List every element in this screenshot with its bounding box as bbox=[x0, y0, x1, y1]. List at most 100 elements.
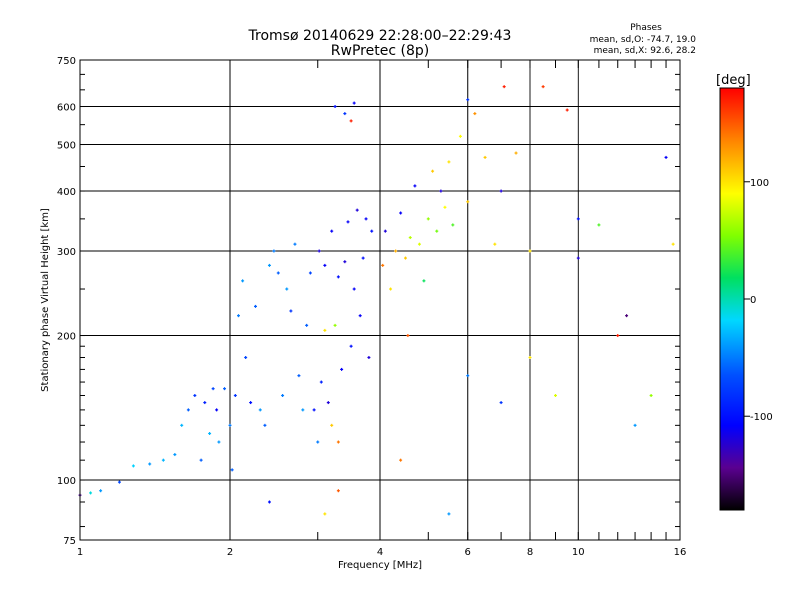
colorbar-title: [deg] bbox=[716, 73, 751, 88]
data-point bbox=[228, 423, 232, 427]
data-point bbox=[276, 271, 280, 275]
data-point bbox=[326, 401, 330, 405]
data-point bbox=[514, 151, 518, 155]
data-point bbox=[263, 423, 267, 427]
data-point bbox=[458, 134, 462, 138]
data-point bbox=[541, 85, 545, 89]
data-point bbox=[319, 380, 323, 384]
data-point bbox=[117, 480, 121, 484]
x-tick-label: 16 bbox=[674, 547, 687, 558]
data-point bbox=[394, 249, 398, 253]
y-tick-label: 100 bbox=[57, 476, 76, 487]
stats-heading: Phases bbox=[630, 23, 662, 33]
x-tick-label: 8 bbox=[527, 547, 533, 558]
data-point bbox=[323, 328, 327, 332]
data-point bbox=[352, 287, 356, 291]
data-point bbox=[352, 101, 356, 105]
data-point bbox=[199, 458, 203, 462]
data-point bbox=[473, 112, 477, 116]
data-point bbox=[297, 374, 301, 378]
data-point bbox=[358, 314, 362, 318]
data-point bbox=[451, 223, 455, 227]
data-point bbox=[333, 105, 337, 109]
data-point bbox=[565, 108, 569, 112]
colorbar-tick-label: -100 bbox=[750, 412, 773, 423]
data-point bbox=[249, 401, 253, 405]
plot-area bbox=[78, 59, 681, 541]
stats-line-x: mean, sd,X: 92.6, 28.2 bbox=[594, 46, 696, 56]
data-point bbox=[99, 489, 103, 493]
data-point bbox=[186, 408, 190, 412]
data-point bbox=[217, 440, 221, 444]
y-tick-label: 600 bbox=[57, 103, 76, 114]
y-tick-label: 200 bbox=[57, 332, 76, 343]
data-point bbox=[323, 263, 327, 267]
data-point bbox=[389, 287, 393, 291]
data-point bbox=[336, 440, 340, 444]
colorbar: [deg] 100 0 -100 bbox=[716, 73, 773, 511]
data-point bbox=[340, 367, 344, 371]
data-point bbox=[267, 263, 271, 267]
data-point bbox=[316, 440, 320, 444]
data-point bbox=[317, 249, 321, 253]
data-point bbox=[285, 287, 289, 291]
data-point bbox=[230, 468, 234, 472]
data-point bbox=[447, 160, 451, 164]
data-point bbox=[323, 512, 327, 516]
x-tick-label: 1 bbox=[77, 547, 83, 558]
data-point bbox=[215, 408, 219, 412]
x-tick-label: 10 bbox=[572, 547, 585, 558]
y-axis-ticks: 75 100 200 300 400 500 600 750 bbox=[57, 56, 680, 547]
x-tick-label: 2 bbox=[227, 547, 233, 558]
data-point bbox=[343, 112, 347, 116]
data-point bbox=[499, 189, 503, 193]
grid-lines bbox=[80, 60, 680, 540]
data-point bbox=[305, 323, 309, 327]
data-point bbox=[355, 208, 359, 212]
data-point bbox=[289, 309, 293, 313]
data-point bbox=[312, 408, 316, 412]
data-point bbox=[616, 334, 620, 338]
chart-subtitle: RwPretec (8p) bbox=[331, 43, 429, 59]
data-point bbox=[236, 314, 240, 318]
x-axis-ticks: 1 2 4 6 8 10 16 bbox=[77, 60, 687, 558]
data-point bbox=[466, 98, 470, 102]
data-point bbox=[223, 387, 227, 391]
data-point bbox=[528, 249, 532, 253]
data-point bbox=[466, 200, 470, 204]
data-point bbox=[367, 355, 371, 359]
data-point bbox=[346, 220, 350, 224]
data-point bbox=[161, 458, 165, 462]
y-tick-label: 750 bbox=[57, 56, 76, 67]
data-point bbox=[333, 323, 337, 327]
data-point bbox=[241, 279, 245, 283]
data-point bbox=[343, 260, 347, 264]
data-point bbox=[422, 279, 426, 283]
data-point bbox=[308, 271, 312, 275]
data-point bbox=[244, 355, 248, 359]
data-point bbox=[499, 401, 503, 405]
data-point bbox=[330, 229, 334, 233]
data-point bbox=[330, 423, 334, 427]
x-axis-label: Frequency [MHz] bbox=[338, 560, 422, 571]
colorbar-ticks: 100 0 -100 bbox=[744, 178, 773, 423]
data-point bbox=[364, 217, 368, 221]
data-point bbox=[180, 423, 184, 427]
y-tick-label: 400 bbox=[57, 187, 76, 198]
data-point bbox=[173, 453, 177, 457]
data-point bbox=[649, 394, 653, 398]
data-point bbox=[383, 229, 387, 233]
y-tick-label: 75 bbox=[63, 536, 76, 547]
data-point bbox=[439, 189, 443, 193]
data-point bbox=[493, 242, 497, 246]
y-tick-label: 500 bbox=[57, 141, 76, 152]
data-point bbox=[293, 242, 297, 246]
data-point bbox=[301, 408, 305, 412]
data-point bbox=[597, 223, 601, 227]
data-point bbox=[426, 217, 430, 221]
data-point bbox=[483, 155, 487, 159]
data-point bbox=[625, 314, 629, 318]
data-point bbox=[413, 184, 417, 188]
data-point bbox=[502, 85, 506, 89]
data-point bbox=[633, 423, 637, 427]
